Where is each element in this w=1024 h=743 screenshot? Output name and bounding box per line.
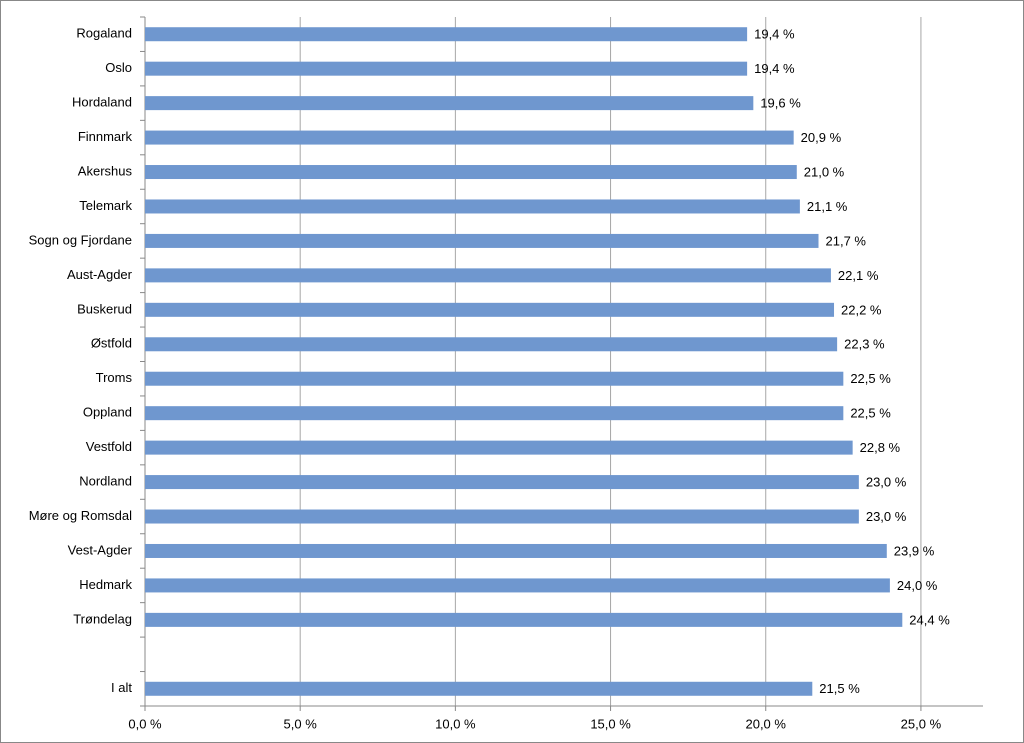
- y-tick-label: Troms: [96, 370, 133, 385]
- y-tick-label: Trøndelag: [73, 611, 132, 626]
- bar: [145, 130, 794, 145]
- value-label: 21,1 %: [807, 199, 848, 214]
- bar: [145, 61, 748, 76]
- y-tick-label: Telemark: [79, 198, 132, 213]
- y-tick-label: Buskerud: [77, 301, 132, 316]
- x-tick-label: 20,0 %: [745, 716, 786, 731]
- value-label: 22,2 %: [841, 302, 882, 317]
- y-tick-label: Hordaland: [72, 95, 132, 110]
- y-tick-label: Finnmark: [78, 129, 133, 144]
- value-label: 21,7 %: [826, 233, 867, 248]
- value-label: 22,8 %: [860, 440, 901, 455]
- bar: [145, 302, 835, 317]
- bar: [145, 165, 797, 180]
- value-label: 23,0 %: [866, 475, 907, 490]
- y-tick-label: Sogn og Fjordane: [29, 232, 132, 247]
- x-tick-label: 15,0 %: [590, 716, 631, 731]
- value-label: 21,0 %: [804, 164, 845, 179]
- y-tick-label: Hedmark: [79, 577, 132, 592]
- bar: [145, 337, 838, 352]
- y-tick-label: Vest-Agder: [68, 542, 133, 557]
- y-tick-label: Oppland: [83, 405, 132, 420]
- bar: [145, 27, 748, 42]
- bar: [145, 440, 853, 455]
- bar: [145, 578, 890, 593]
- bar: [145, 509, 859, 524]
- x-tick-label: 25,0 %: [901, 716, 942, 731]
- bar: [145, 475, 859, 490]
- x-tick-label: 0,0 %: [128, 716, 162, 731]
- bar: [145, 268, 831, 283]
- value-label: 20,9 %: [801, 130, 842, 145]
- y-tick-label: Rogaland: [76, 26, 132, 41]
- value-label: 22,5 %: [850, 406, 891, 421]
- bar: [145, 681, 813, 696]
- y-tick-label: I alt: [111, 680, 132, 695]
- value-label: 19,6 %: [760, 96, 801, 111]
- bar: [145, 371, 844, 386]
- value-label: 19,4 %: [754, 61, 795, 76]
- x-tick-label: 5,0 %: [284, 716, 318, 731]
- bar: [145, 96, 754, 111]
- value-label: 22,3 %: [844, 337, 885, 352]
- value-label: 24,0 %: [897, 578, 938, 593]
- bar: [145, 233, 819, 248]
- value-label: 24,4 %: [909, 612, 950, 627]
- y-tick-label: Vestfold: [86, 439, 132, 454]
- bar: [145, 199, 800, 214]
- y-tick-label: Østfold: [91, 336, 132, 351]
- value-label: 21,5 %: [819, 681, 860, 696]
- y-tick-label: Oslo: [105, 60, 132, 75]
- y-tick-label: Nordland: [79, 474, 132, 489]
- value-label: 22,5 %: [850, 371, 891, 386]
- y-tick-label: Akershus: [78, 163, 133, 178]
- value-label: 23,9 %: [894, 543, 935, 558]
- y-tick-label: Møre og Romsdal: [29, 508, 132, 523]
- value-label: 19,4 %: [754, 27, 795, 42]
- bar: [145, 406, 844, 421]
- bar: [145, 612, 903, 627]
- value-label: 23,0 %: [866, 509, 907, 524]
- y-tick-label: Aust-Agder: [67, 267, 133, 282]
- value-label: 22,1 %: [838, 268, 879, 283]
- x-tick-label: 10,0 %: [435, 716, 476, 731]
- bar: [145, 543, 887, 558]
